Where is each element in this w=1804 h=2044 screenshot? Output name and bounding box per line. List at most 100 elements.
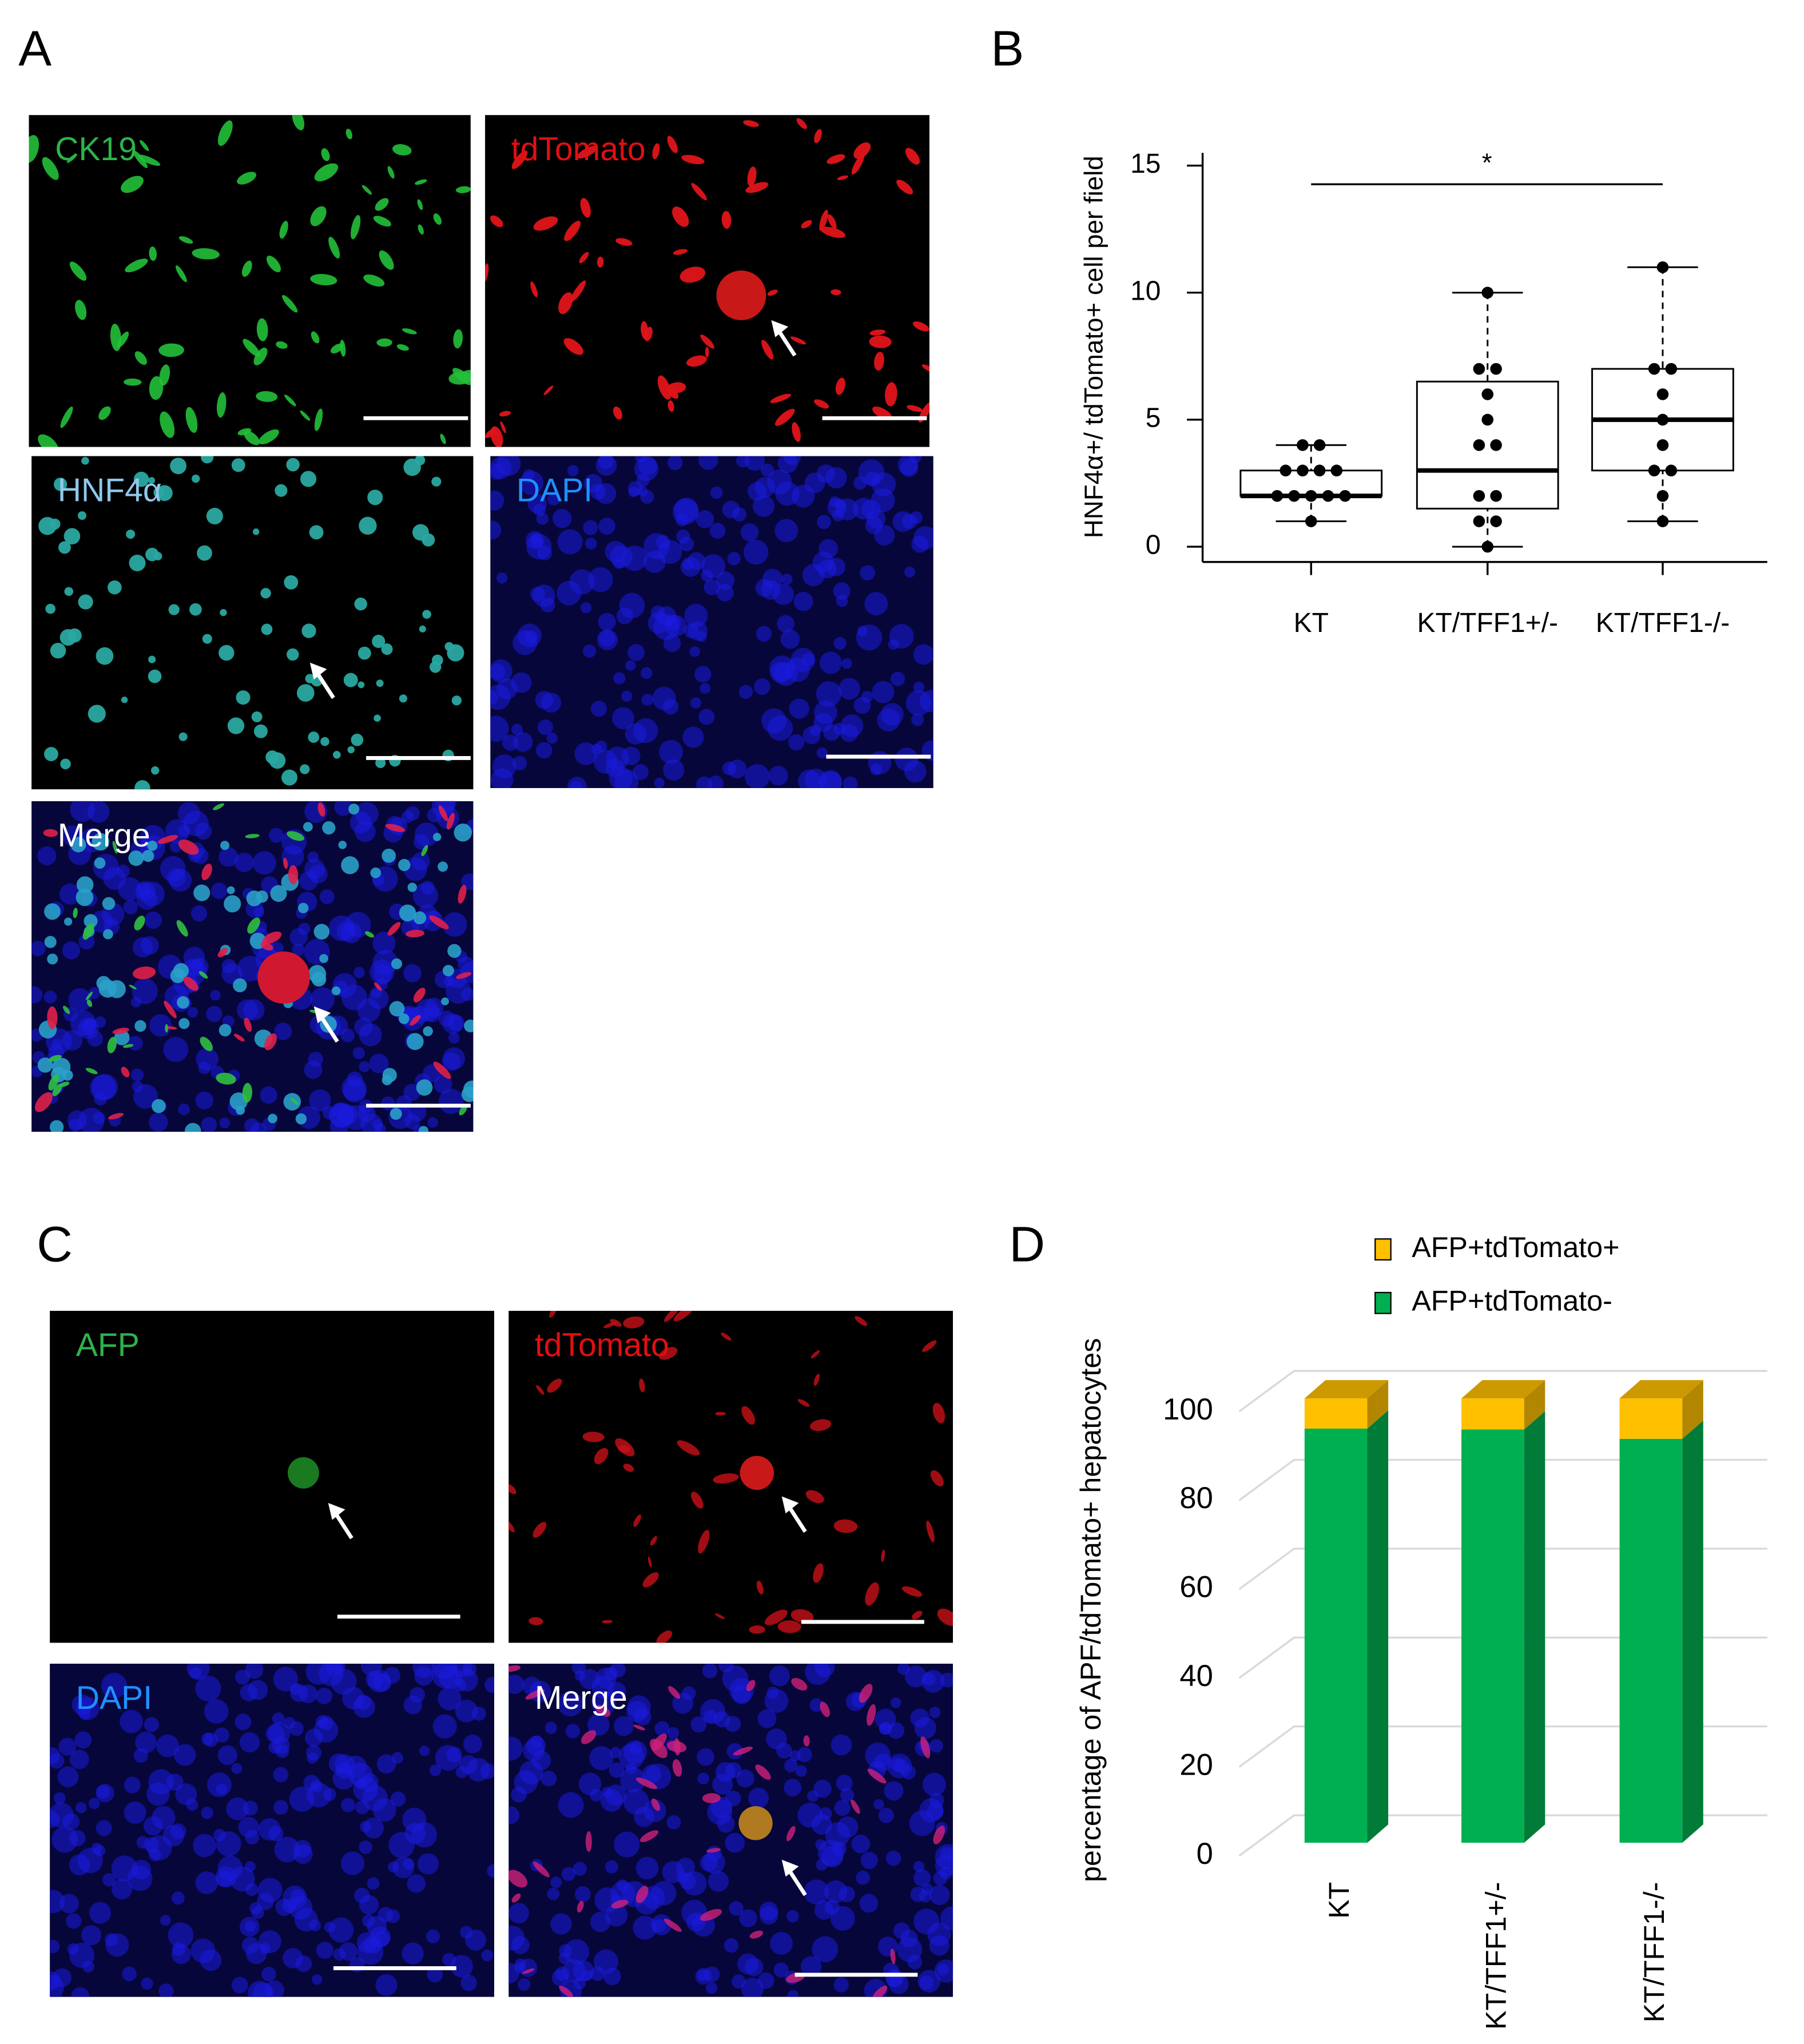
cell [284, 575, 299, 590]
cell [353, 967, 365, 979]
y-tick-label: 15 [1130, 149, 1161, 179]
cell [260, 588, 271, 599]
cell [603, 1322, 617, 1329]
data-point [1271, 490, 1284, 502]
cell [310, 274, 337, 285]
cell [500, 421, 506, 434]
arrow [786, 1867, 807, 1896]
y-tick-label: 100 [1163, 1393, 1213, 1426]
cell [152, 1806, 176, 1830]
cell [373, 714, 381, 722]
cell [663, 1311, 680, 1322]
cell [38, 434, 59, 447]
cell [164, 1000, 177, 1019]
cell [253, 347, 268, 365]
cell [122, 1044, 134, 1048]
cell [210, 882, 228, 900]
cell [749, 1930, 764, 1939]
cell [851, 1799, 860, 1814]
cell [777, 615, 794, 633]
cell [452, 368, 471, 385]
cell [514, 1962, 526, 1974]
cell [860, 1851, 879, 1870]
cell [116, 864, 130, 878]
cell [417, 199, 423, 210]
cell [922, 1340, 937, 1352]
arrowhead [781, 1496, 799, 1514]
cell [636, 474, 650, 487]
cell [577, 145, 598, 159]
cell [311, 1974, 323, 1985]
cell [764, 1609, 788, 1625]
cell [912, 1610, 923, 1620]
cell [136, 1836, 149, 1849]
cell [279, 221, 288, 239]
cell [217, 120, 233, 146]
cell [791, 1678, 808, 1691]
cell [37, 846, 57, 866]
cell [657, 375, 671, 400]
cell [754, 476, 776, 498]
cell [264, 1033, 277, 1051]
cell [62, 941, 81, 960]
cell [102, 1873, 116, 1887]
cell [747, 166, 757, 187]
cell [77, 1848, 103, 1874]
cell [663, 759, 685, 781]
cell [206, 1005, 222, 1023]
cell [149, 1849, 161, 1862]
data-point [1305, 490, 1317, 502]
cell [141, 1977, 153, 1990]
cell [304, 1060, 323, 1079]
cell [217, 1745, 238, 1765]
cell [905, 148, 920, 165]
cell [308, 965, 327, 983]
cell [244, 431, 260, 446]
cell [418, 1126, 429, 1132]
cell [872, 472, 896, 496]
cell [402, 328, 417, 335]
cell [816, 747, 828, 759]
cell [184, 1123, 201, 1132]
cell [743, 539, 769, 565]
cell [52, 1083, 62, 1096]
cell [168, 1922, 194, 1948]
cell [260, 942, 273, 951]
cell [549, 1311, 557, 1318]
cell [653, 614, 680, 641]
cell [433, 1061, 451, 1079]
cell [784, 1779, 802, 1797]
cell [295, 1955, 312, 1973]
cell [272, 1712, 285, 1725]
y-axis-label: percentage of APF/tdTomato+ hepatocytes [1074, 1338, 1107, 1882]
cell [745, 764, 770, 788]
cell [714, 1613, 725, 1619]
cell [697, 1748, 714, 1766]
cell [654, 1721, 670, 1736]
cell [86, 991, 93, 1000]
bar-top [1304, 1380, 1389, 1399]
cell [416, 1079, 433, 1096]
cell [440, 434, 446, 444]
cell [761, 708, 787, 734]
data-point [1481, 540, 1494, 553]
cell [198, 1061, 211, 1075]
cell [647, 1556, 652, 1568]
cell [305, 1728, 323, 1747]
cell [536, 742, 553, 759]
cell [581, 1730, 597, 1744]
cell [300, 471, 317, 487]
cell [404, 1114, 420, 1130]
cell [571, 280, 586, 302]
cell [422, 610, 431, 619]
cell [357, 681, 365, 689]
cell [900, 1930, 918, 1948]
cell [830, 1906, 855, 1931]
cell [809, 1698, 824, 1712]
cell [178, 1018, 190, 1029]
cell [51, 1826, 78, 1853]
cell [642, 1572, 659, 1588]
cell [87, 1031, 104, 1047]
cell [524, 630, 538, 644]
cell [598, 630, 615, 647]
